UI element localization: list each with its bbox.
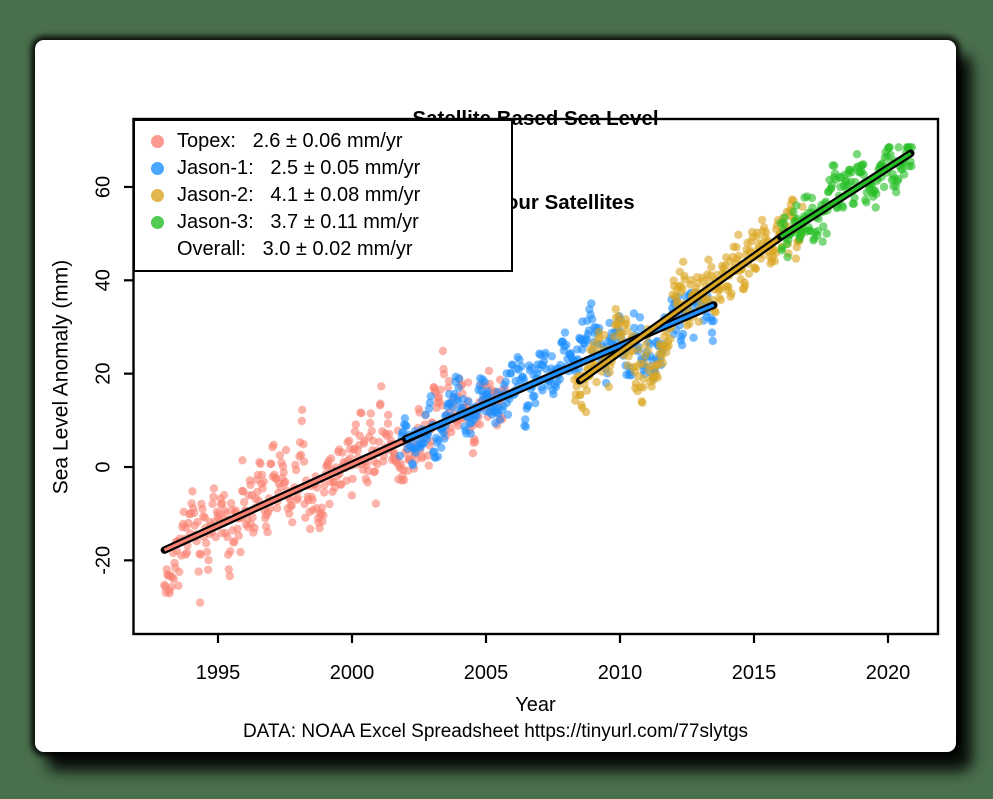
jason2-dot-icon	[151, 189, 164, 202]
legend-label: Jason-2: 4.1 ± 0.08 mm/yr	[177, 184, 421, 206]
trendline-jason-1	[404, 303, 715, 441]
data-source-caption: DATA: NOAA Excel Spreadsheet https://tin…	[242, 721, 749, 742]
legend-label: Jason-3: 3.7 ± 0.11 mm/yr	[177, 211, 419, 233]
x-tick-label: 2020	[866, 662, 911, 684]
x-axis-title: Year	[515, 694, 556, 716]
legend-label: Topex: 2.6 ± 0.06 mm/yr	[177, 130, 403, 152]
legend-row-overall: Overall: 3.0 ± 0.02 mm/yr	[151, 236, 511, 263]
jason1-dot-icon	[151, 162, 164, 175]
trendline-jason-3	[779, 151, 912, 239]
y-tick-label: 20	[92, 363, 114, 385]
plot-frame	[132, 117, 940, 636]
legend-label: Jason-1: 2.5 ± 0.05 mm/yr	[177, 157, 421, 179]
y-tick-label: -20	[92, 546, 114, 575]
topex-dot-icon	[151, 135, 164, 148]
legend-row-jason1: Jason-1: 2.5 ± 0.05 mm/yr	[151, 155, 511, 182]
trendline-topex	[163, 428, 428, 552]
legend-row-topex: Topex: 2.6 ± 0.06 mm/yr	[151, 128, 511, 155]
y-axis-title: Sea Level Anomaly (mm)	[49, 259, 72, 494]
jason3-dot-icon	[151, 216, 164, 229]
y-axis: -20 0 20 40 60	[92, 176, 134, 575]
legend-box: Topex: 2.6 ± 0.06 mm/yr Jason-1: 2.5 ± 0…	[133, 119, 513, 272]
y-tick-label: 40	[92, 269, 114, 291]
x-axis: 1995 2000 2005 2010 2015 2020	[196, 634, 911, 684]
legend-row-jason2: Jason-2: 4.1 ± 0.08 mm/yr	[151, 182, 511, 209]
legend-label: Overall: 3.0 ± 0.02 mm/yr	[177, 238, 413, 260]
x-tick-label: 2015	[732, 662, 777, 684]
x-tick-label: 2010	[598, 662, 643, 684]
trendline-jason-2	[578, 229, 790, 383]
x-tick-label: 2000	[330, 662, 375, 684]
y-tick-label: 0	[92, 461, 114, 472]
legend-row-jason3: Jason-3: 3.7 ± 0.11 mm/yr	[151, 209, 511, 236]
x-tick-label: 1995	[196, 662, 241, 684]
y-tick-label: 60	[92, 176, 114, 198]
x-tick-label: 2005	[464, 662, 509, 684]
